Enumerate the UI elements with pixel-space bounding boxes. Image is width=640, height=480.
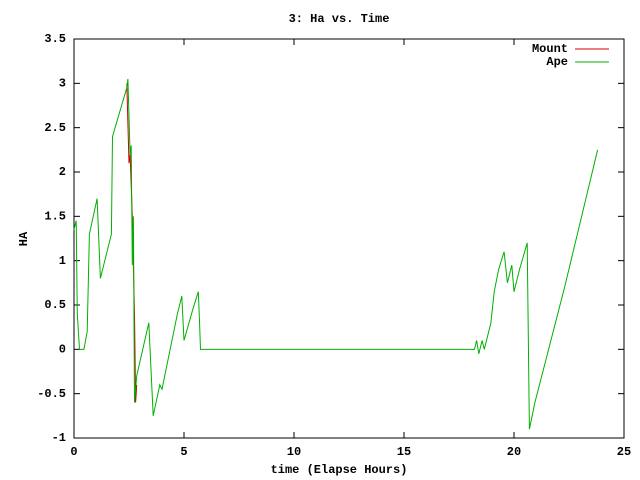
y-tick-label: 2 [59, 165, 66, 179]
y-tick-label: 3.5 [44, 32, 66, 46]
x-axis-label: time (Elapse Hours) [271, 463, 408, 477]
legend-label: Mount [532, 42, 568, 56]
y-tick-label: 1.5 [44, 210, 66, 224]
x-tick-label: 25 [617, 445, 631, 459]
y-axis-label: HA [17, 231, 31, 246]
x-tick-label: 0 [70, 445, 77, 459]
legend-label: Ape [546, 55, 568, 69]
y-tick-label: 1 [59, 254, 66, 268]
y-tick-label: 0 [59, 343, 66, 357]
y-tick-label: 0.5 [44, 298, 66, 312]
plot-border [73, 38, 625, 439]
y-tick-label: 3 [59, 77, 66, 91]
y-tick-label: -0.5 [37, 387, 66, 401]
chart-title: 3: Ha vs. Time [289, 12, 390, 26]
x-tick-label: 5 [180, 445, 187, 459]
y-tick-label: 2.5 [44, 121, 66, 135]
x-tick-label: 15 [397, 445, 411, 459]
y-tick-label: -1 [52, 431, 66, 445]
series-line [73, 78, 599, 430]
x-tick-label: 10 [287, 445, 301, 459]
x-tick-label: 20 [507, 445, 521, 459]
